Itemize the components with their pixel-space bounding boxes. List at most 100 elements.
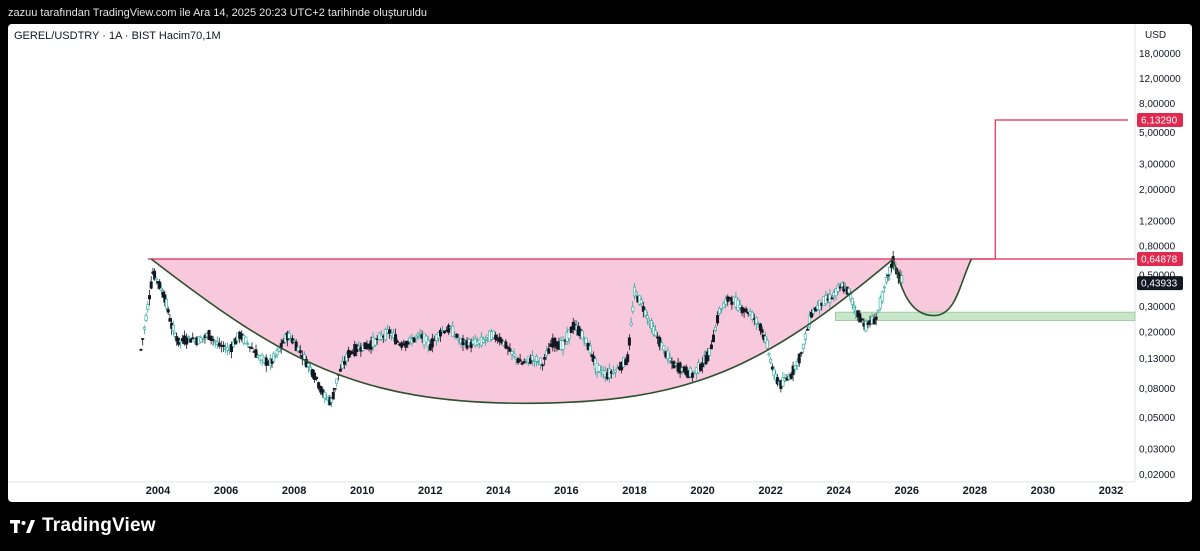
candle-body — [510, 351, 514, 355]
candle-body — [541, 364, 545, 367]
price-tick-label: 0,50000 — [1139, 271, 1176, 282]
candle-body — [424, 335, 428, 343]
candle-body — [590, 354, 594, 357]
candle-body — [613, 369, 617, 373]
candle-body — [888, 266, 892, 275]
candle-body — [781, 377, 785, 387]
time-tick-label: 2014 — [486, 485, 511, 497]
candle-body — [308, 366, 312, 371]
candle-body — [481, 338, 485, 343]
candle-body — [645, 315, 649, 319]
candle-body — [836, 285, 840, 292]
candle-body — [528, 357, 532, 364]
candle-body — [469, 342, 473, 349]
candle-body — [139, 348, 143, 351]
chart-panel[interactable]: 18,00000 12,00000 8,00000 5,00000 3,00000 2,0… — [8, 24, 1192, 502]
price-label-badge — [1137, 276, 1183, 291]
currency-label[interactable]: USD — [1145, 30, 1167, 41]
price-label-text: 0,43933 — [1141, 279, 1178, 290]
candle-body — [662, 345, 666, 351]
candle-body — [842, 286, 846, 292]
candle-body — [217, 342, 221, 347]
time-tick-label: 2022 — [758, 485, 782, 497]
candle-body — [396, 341, 400, 343]
candles — [139, 250, 904, 407]
candle-body — [639, 299, 643, 305]
candle-body — [803, 333, 807, 340]
candle-body — [317, 382, 321, 389]
candle-body — [321, 389, 325, 395]
candle-body — [809, 312, 813, 318]
chart-attribution: zazuu tarafından TradingView.com ile Ara… — [8, 7, 427, 19]
candle-body — [319, 385, 323, 393]
candle-body — [543, 357, 547, 360]
candle-body — [805, 328, 809, 331]
handle-fill — [893, 259, 972, 316]
candle-body — [154, 277, 158, 281]
support-zone — [835, 311, 1136, 321]
candle-body — [277, 348, 281, 352]
candle-body — [248, 346, 252, 349]
symbol-legend: GEREL/USDTRY · 1A · BIST Hacim70,1M — [14, 30, 221, 42]
candle-body — [306, 363, 310, 367]
candle-body — [331, 391, 335, 400]
candle-body — [430, 338, 434, 348]
candle-body — [597, 365, 601, 372]
candle-body — [221, 344, 225, 348]
candle-body — [900, 275, 904, 283]
candle-body — [246, 343, 250, 345]
candle-body — [518, 359, 522, 362]
candle-body — [840, 282, 844, 287]
candle-body — [626, 354, 630, 363]
candle-body — [799, 352, 803, 354]
candle-body — [185, 337, 189, 345]
candle-body — [201, 337, 205, 340]
candle-body — [275, 349, 279, 356]
candle-body — [508, 348, 512, 352]
candle-body — [714, 326, 718, 331]
candle-body — [882, 286, 886, 289]
candle-body — [797, 353, 801, 364]
price-tick-label: 5,00000 — [1139, 128, 1176, 139]
candle-body — [506, 346, 510, 349]
candle-body — [298, 350, 302, 353]
candle-body — [315, 376, 319, 380]
time-tick-label: 2004 — [146, 485, 171, 497]
candle-body — [750, 312, 754, 320]
candle-body — [534, 356, 538, 362]
price-chart[interactable]: 18,00000 12,00000 8,00000 5,00000 3,00000 2,0… — [8, 24, 1192, 502]
candle-body — [387, 329, 391, 334]
candle-body — [447, 325, 451, 333]
price-tick-label: 3,00000 — [1139, 160, 1176, 171]
price-tick-label: 0,05000 — [1139, 413, 1176, 424]
candle-body — [634, 292, 638, 296]
candle-body — [760, 329, 764, 333]
candle-body — [189, 338, 193, 343]
candle-body — [168, 318, 172, 322]
candle-body — [847, 288, 851, 294]
candle-body — [244, 336, 248, 344]
candle-body — [658, 337, 662, 347]
candle-body — [765, 339, 769, 349]
candle-body — [772, 368, 776, 377]
candle-body — [775, 377, 779, 385]
candle-body — [530, 355, 534, 361]
candle-body — [688, 367, 692, 377]
price-tick-label: 0,20000 — [1139, 327, 1176, 338]
candle-body — [494, 334, 498, 340]
candle-body — [166, 309, 170, 313]
candle-body — [738, 304, 742, 309]
candle-body — [690, 373, 694, 378]
candle-body — [567, 329, 571, 339]
candle-body — [483, 338, 487, 341]
candle-body — [165, 299, 169, 309]
candle-body — [643, 309, 647, 316]
candle-body — [830, 297, 834, 300]
candle-body — [874, 316, 878, 320]
candle-body — [789, 373, 793, 379]
candle-body — [650, 320, 654, 329]
candle-body — [296, 346, 300, 352]
candle-body — [330, 397, 334, 403]
price-tick-label: 18,00000 — [1139, 49, 1181, 60]
candle-body — [383, 329, 387, 341]
